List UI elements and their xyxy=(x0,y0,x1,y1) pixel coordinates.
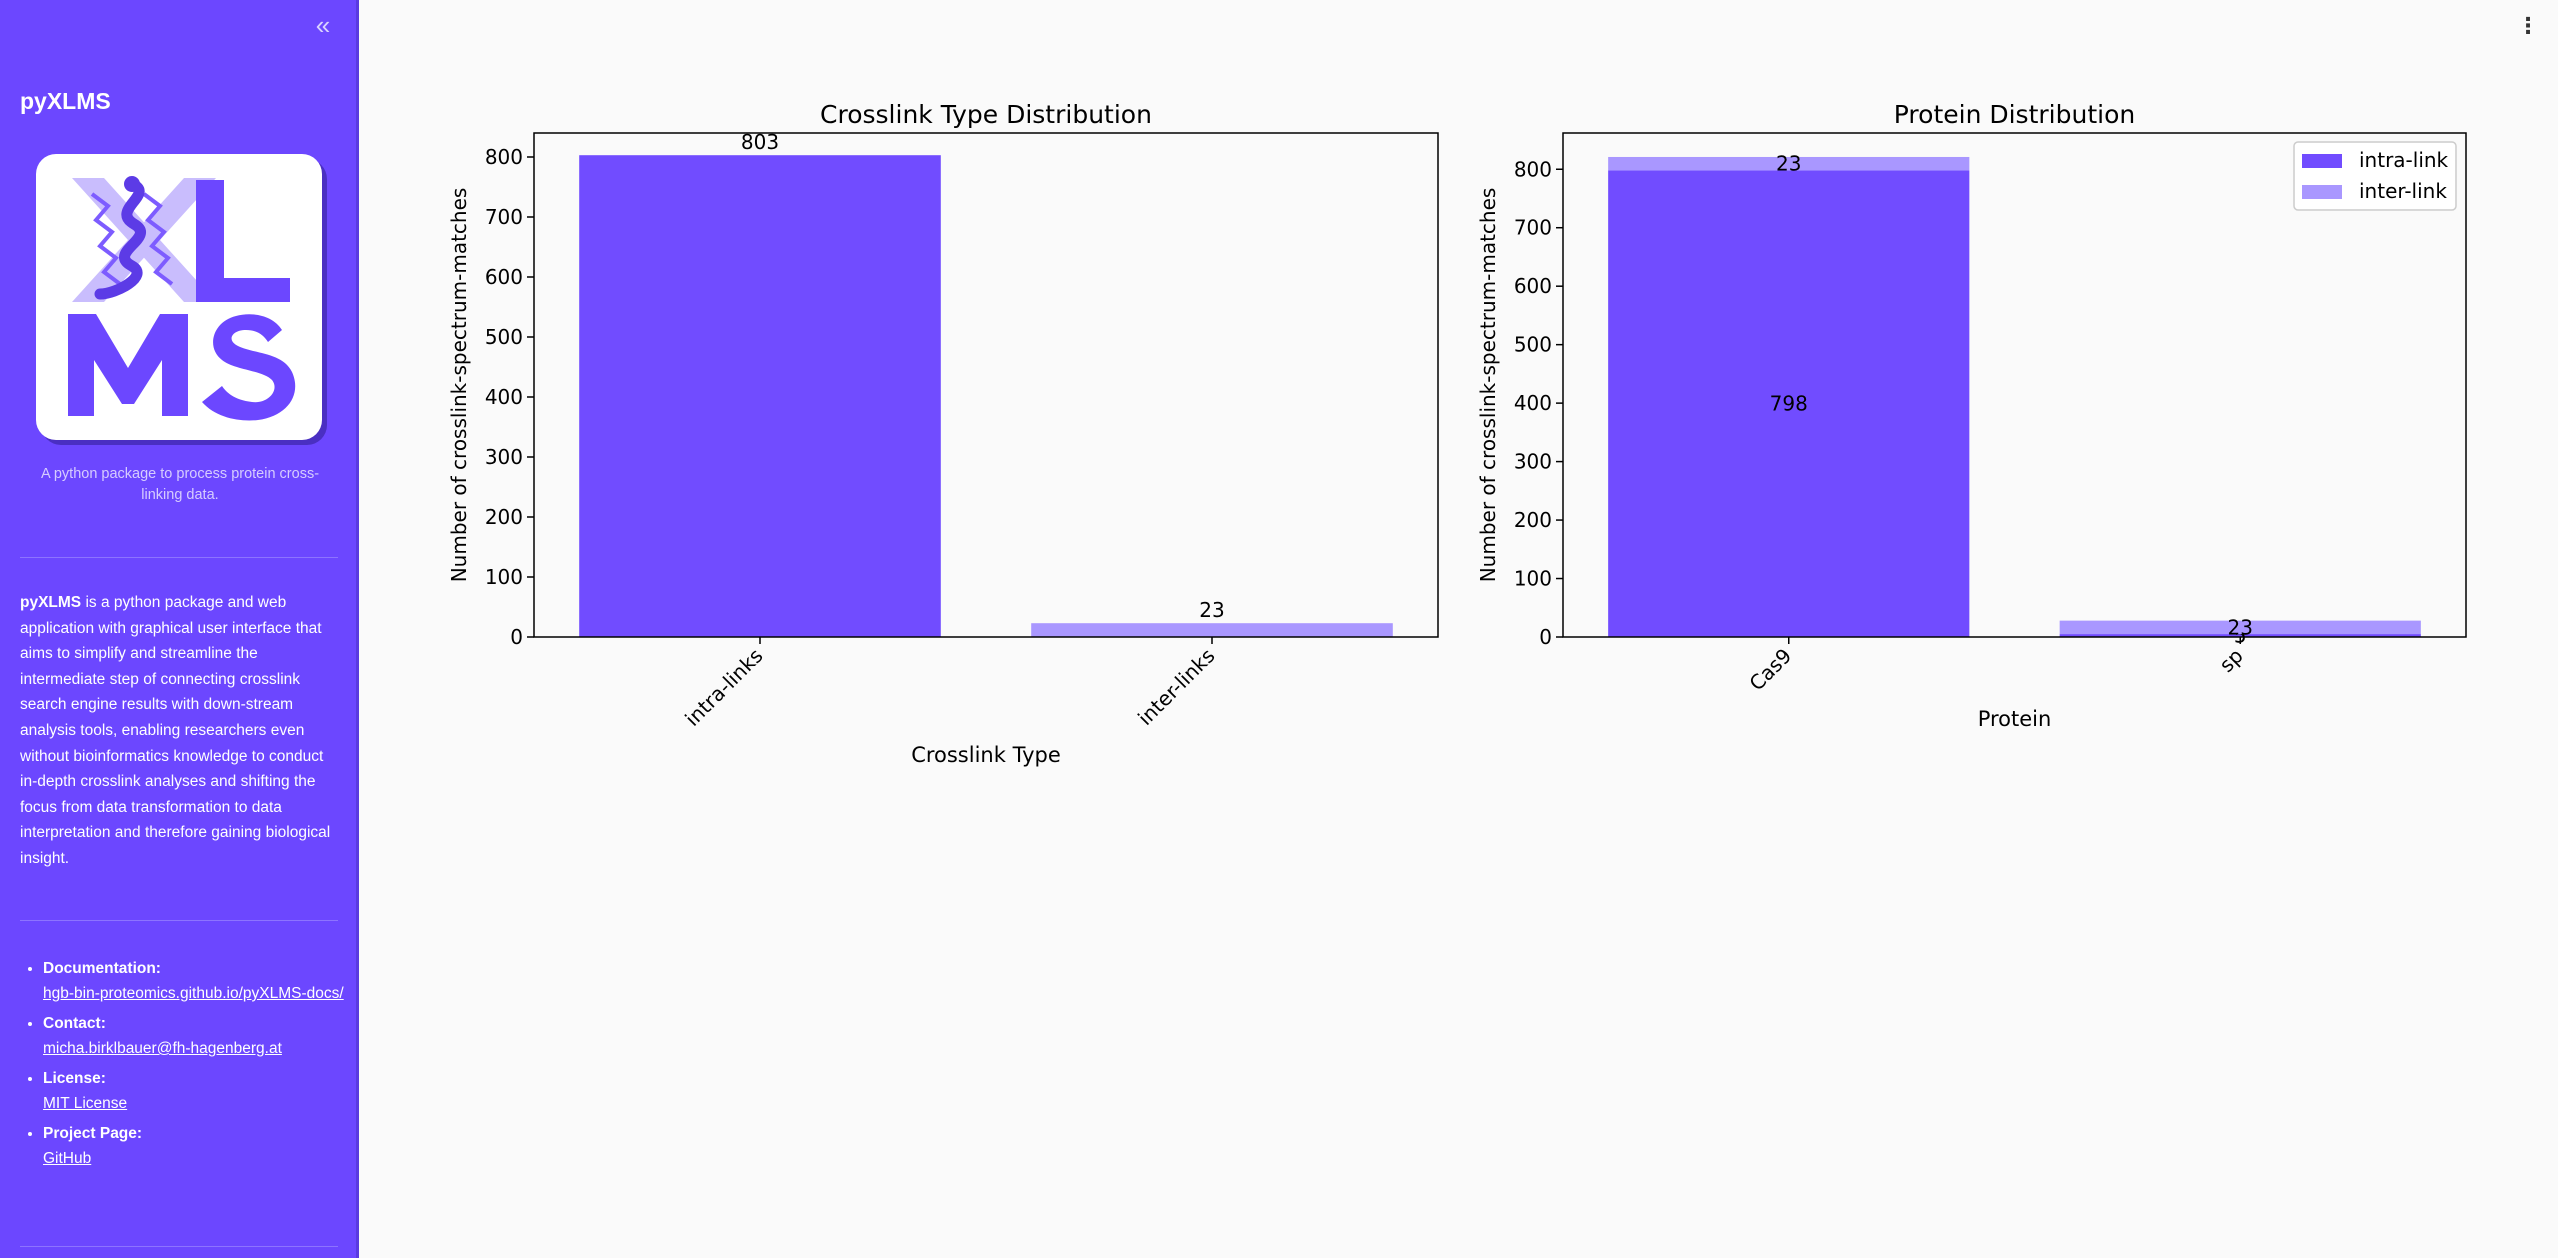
y-tick-label: 800 xyxy=(485,145,523,169)
logo-zigzag xyxy=(90,192,122,286)
logo-letter-l xyxy=(196,180,290,302)
bar-segment xyxy=(1608,156,1970,171)
y-axis-label: Number of crosslink-spectrum-matches xyxy=(1476,188,1500,583)
y-tick-label: 700 xyxy=(1514,216,1552,240)
sidebar: « pyXLMS A python package to process pro… xyxy=(0,0,356,1258)
divider xyxy=(20,557,338,558)
y-tick-label: 600 xyxy=(1514,274,1552,298)
bar-segment xyxy=(2059,634,2421,637)
y-tick-label: 200 xyxy=(1514,508,1552,532)
info-label: Contact: xyxy=(43,1015,106,1032)
legend-swatch xyxy=(2302,185,2342,199)
sidebar-resize-handle[interactable] xyxy=(356,0,359,1258)
description-bold: pyXLMS xyxy=(20,594,82,611)
bar-value-label: 803 xyxy=(741,130,779,154)
legend-label: inter-link xyxy=(2359,179,2447,203)
info-project-page: Project Page: GitHub xyxy=(43,1121,356,1171)
github-link[interactable]: GitHub xyxy=(43,1150,92,1167)
info-label: License: xyxy=(43,1070,106,1087)
y-tick-label: 500 xyxy=(485,325,523,349)
x-axis-label: Crosslink Type xyxy=(911,743,1061,767)
description-text: is a python package and web application … xyxy=(20,594,331,867)
y-tick-label: 500 xyxy=(1514,333,1552,357)
bar-segment xyxy=(2059,620,2421,635)
info-label: Documentation: xyxy=(43,960,161,977)
logo-letter-s xyxy=(202,314,296,421)
x-tick-label: sp xyxy=(2214,644,2247,677)
y-axis-label: Number of crosslink-spectrum-matches xyxy=(447,188,471,583)
x-tick-label: intra-links xyxy=(680,644,767,731)
y-tick-label: 300 xyxy=(1514,450,1552,474)
y-tick-label: 800 xyxy=(1514,157,1552,181)
bar xyxy=(579,155,941,637)
logo-snake xyxy=(94,178,146,300)
legend-label: intra-link xyxy=(2359,148,2449,172)
plot-frame xyxy=(1562,132,2467,638)
y-tick-label: 0 xyxy=(510,625,523,649)
bar-value-label: 798 xyxy=(1770,392,1808,416)
info-list: Documentation: hgb-bin-proteomics.github… xyxy=(20,956,356,1176)
chart-title: Crosslink Type Distribution xyxy=(820,100,1152,129)
legend-swatch xyxy=(2302,154,2342,168)
y-tick-label: 700 xyxy=(485,205,523,229)
y-tick-label: 200 xyxy=(485,505,523,529)
plot-frame xyxy=(533,132,1439,638)
kebab-menu-icon[interactable]: ⋮ xyxy=(2517,13,2539,39)
bar-value-label: 23 xyxy=(1776,152,1801,176)
y-tick-label: 0 xyxy=(1539,625,1552,649)
bar xyxy=(1031,623,1393,637)
tagline: A python package to process protein cros… xyxy=(40,466,320,503)
logo-x-stroke xyxy=(72,178,216,302)
y-tick-label: 100 xyxy=(1514,567,1552,591)
chart-title: Protein Distribution xyxy=(1894,100,2135,129)
app-title: pyXLMS xyxy=(20,88,111,114)
y-tick-label: 400 xyxy=(1514,391,1552,415)
logo-snake-head xyxy=(124,176,140,192)
logo xyxy=(36,154,322,440)
description: pyXLMS is a python package and web appli… xyxy=(20,590,336,872)
xlms-logo-icon xyxy=(68,176,296,421)
logo-letter-m xyxy=(68,314,188,416)
info-contact: Contact: micha.birklbauer@fh-hagenberg.a… xyxy=(43,1011,356,1061)
y-tick-label: 600 xyxy=(485,265,523,289)
divider xyxy=(20,1246,338,1247)
x-tick-label: Cas9 xyxy=(1744,644,1796,696)
info-label: Project Page: xyxy=(43,1125,143,1142)
double-chevron-left-icon[interactable]: « xyxy=(315,9,331,40)
info-documentation: Documentation: hgb-bin-proteomics.github… xyxy=(43,956,356,1006)
x-tick-label: inter-links xyxy=(1133,644,1220,731)
bar-value-label: 23 xyxy=(2228,615,2253,639)
contact-link[interactable]: micha.birklbauer@fh-hagenberg.at xyxy=(43,1040,282,1057)
y-tick-label: 400 xyxy=(485,385,523,409)
bar-value-label: 23 xyxy=(1199,598,1224,622)
documentation-link[interactable]: hgb-bin-proteomics.github.io/pyXLMS-docs… xyxy=(43,985,344,1002)
license-link[interactable]: MIT License xyxy=(43,1095,128,1112)
bar-segment xyxy=(1608,170,1970,637)
x-axis-label: Protein xyxy=(1978,707,2052,731)
info-license: License: MIT License xyxy=(43,1066,356,1116)
y-tick-label: 100 xyxy=(485,565,523,589)
y-tick-label: 300 xyxy=(485,445,523,469)
divider xyxy=(20,920,338,921)
logo-zigzag xyxy=(142,192,174,286)
